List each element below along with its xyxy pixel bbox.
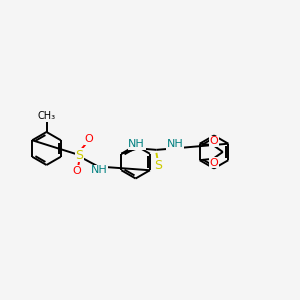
Text: NH: NH [128, 140, 145, 149]
Text: O: O [209, 136, 218, 146]
Text: O: O [209, 158, 218, 168]
Text: O: O [72, 166, 81, 176]
Text: NH: NH [91, 165, 107, 175]
Text: CH₃: CH₃ [38, 111, 56, 121]
Text: S: S [154, 159, 162, 172]
Text: NH: NH [167, 140, 183, 149]
Text: O: O [84, 134, 93, 145]
Text: S: S [76, 148, 83, 162]
